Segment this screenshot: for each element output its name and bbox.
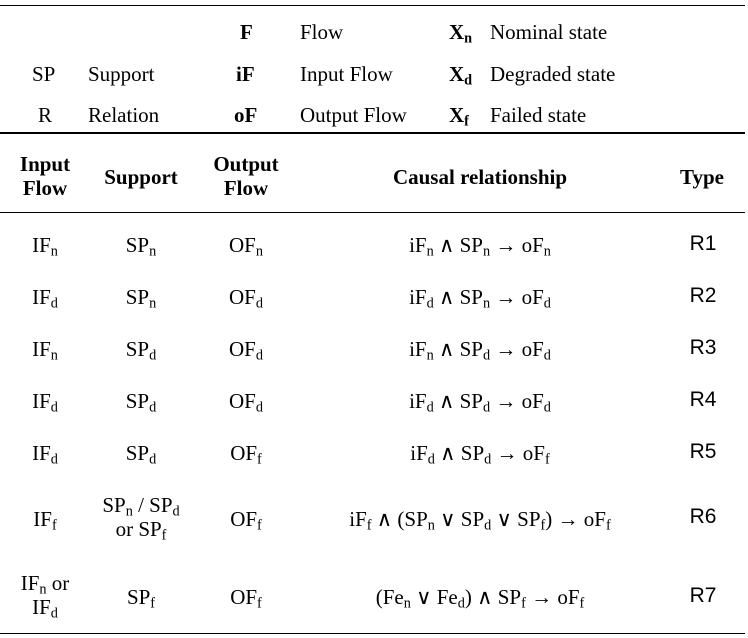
legend-label-failed: Failed state bbox=[490, 103, 587, 127]
input-flow-cell: IFd bbox=[32, 389, 58, 416]
legend-abbr-input-flow: iF bbox=[236, 62, 255, 86]
output-flow-cell: OFd bbox=[229, 337, 263, 364]
type-cell: R4 bbox=[689, 388, 717, 411]
support-cell: SPn bbox=[125, 233, 157, 260]
input-flow-cell: IFn or IFd bbox=[20, 571, 70, 622]
type-cell: R6 bbox=[689, 505, 717, 528]
type-cell: R1 bbox=[689, 232, 717, 255]
header-support: Support bbox=[104, 165, 178, 189]
legend-abbr-sp: SP bbox=[32, 62, 56, 86]
header-bottom-rule bbox=[0, 212, 745, 213]
legend-bottom-rule bbox=[0, 132, 745, 134]
type-cell: R2 bbox=[689, 284, 717, 307]
legend-abbr-nominal: Xn bbox=[449, 20, 473, 47]
legend-label-degraded: Degraded state bbox=[490, 62, 616, 86]
legend-label-flow: Flow bbox=[300, 20, 344, 44]
support-cell: SPn bbox=[125, 285, 157, 312]
support-cell: SPd bbox=[125, 337, 157, 364]
causal-relationship-cell: iFd ∧ SPn → oFd bbox=[409, 285, 551, 312]
type-cell: R3 bbox=[689, 336, 717, 359]
header-output-flow: Output Flow bbox=[213, 152, 279, 200]
input-flow-cell: IFf bbox=[33, 507, 57, 534]
header-type: Type bbox=[680, 165, 724, 189]
legend-abbr-flow: F bbox=[240, 20, 253, 44]
legend-label-nominal: Nominal state bbox=[490, 20, 608, 44]
type-cell: R7 bbox=[689, 584, 717, 607]
legend-abbr-degraded: Xd bbox=[449, 62, 473, 89]
top-rule bbox=[0, 5, 745, 6]
input-flow-cell: IFd bbox=[32, 441, 58, 468]
legend-label-relation: Relation bbox=[88, 103, 160, 127]
output-flow-cell: OFf bbox=[230, 585, 262, 612]
table-bottom-rule bbox=[0, 633, 745, 634]
legend-label-input-flow: Input Flow bbox=[300, 62, 393, 86]
header-causal-relationship: Causal relationship bbox=[392, 165, 568, 189]
support-cell: SPd bbox=[125, 389, 157, 416]
support-cell: SPd bbox=[125, 441, 157, 468]
legend-abbr-r: R bbox=[38, 103, 53, 127]
causal-relationship-cell: iFn ∧ SPd → oFd bbox=[409, 337, 551, 364]
output-flow-cell: OFf bbox=[230, 507, 262, 534]
output-flow-cell: OFd bbox=[229, 389, 263, 416]
legend-label-output-flow: Output Flow bbox=[300, 103, 407, 127]
input-flow-cell: IFd bbox=[32, 285, 58, 312]
input-flow-cell: IFn bbox=[32, 233, 58, 260]
causal-relationship-cell: iFf ∧ (SPn ∨ SPd ∨ SPf) → oFf bbox=[349, 507, 611, 534]
legend-label-support: Support bbox=[88, 62, 155, 86]
causal-relationship-cell: iFn ∧ SPn → oFn bbox=[409, 233, 551, 260]
header-input-flow: Input Flow bbox=[19, 152, 71, 200]
support-cell: SPn / SPd or SPf bbox=[102, 493, 180, 544]
output-flow-cell: OFf bbox=[230, 441, 262, 468]
support-cell: SPf bbox=[126, 585, 156, 612]
output-flow-cell: OFn bbox=[229, 233, 263, 260]
causal-relationship-cell: iFd ∧ SPd → oFd bbox=[409, 389, 551, 416]
legend-abbr-failed: Xf bbox=[449, 103, 469, 130]
output-flow-cell: OFd bbox=[229, 285, 263, 312]
causal-relationship-cell: (Fen ∨ Fed) ∧ SPf → oFf bbox=[375, 585, 585, 612]
legend-abbr-output-flow: oF bbox=[234, 103, 258, 127]
input-flow-cell: IFn bbox=[32, 337, 58, 364]
type-cell: R5 bbox=[689, 440, 717, 463]
causal-relationship-cell: iFd ∧ SPd → oFf bbox=[410, 441, 550, 468]
